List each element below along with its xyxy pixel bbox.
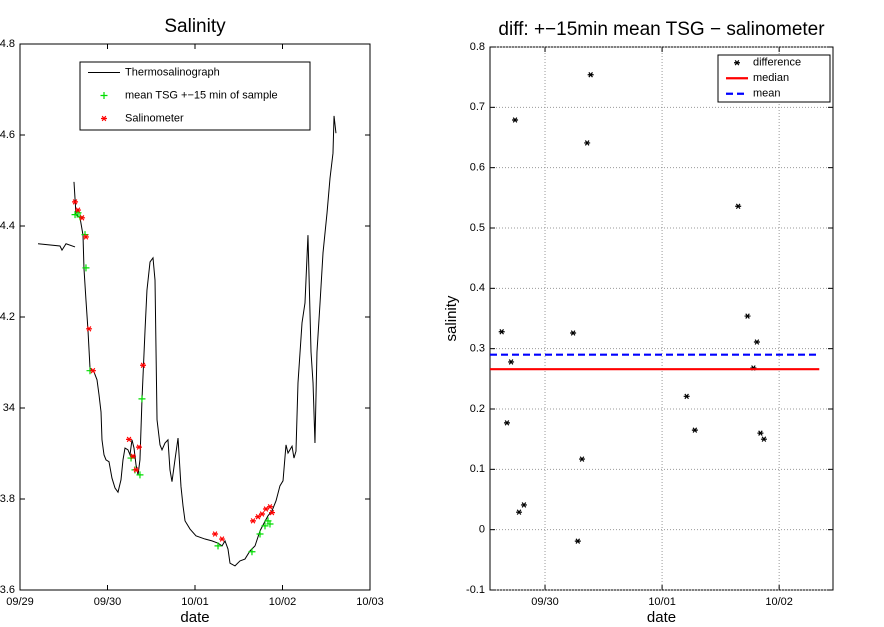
x-tick-label: 10/02 xyxy=(765,596,793,608)
data-point xyxy=(219,536,226,542)
data-point xyxy=(212,531,219,537)
data-point xyxy=(498,329,505,335)
subplot: diff: +−15min mean TSG − salinometer date… xyxy=(443,19,834,626)
data-point xyxy=(72,199,79,205)
data-point xyxy=(508,359,515,365)
data-point xyxy=(79,215,86,221)
y-tick-label: 34.8 xyxy=(0,38,15,50)
data-point xyxy=(735,203,742,210)
data-line xyxy=(37,115,337,567)
x-tick-label: 10/02 xyxy=(269,596,297,608)
legend-label: Thermosalinograph xyxy=(125,66,220,78)
legend-label: Salinometer xyxy=(125,112,184,124)
data-point xyxy=(136,444,142,450)
x-tick-label: 09/29 xyxy=(6,596,34,608)
data-point xyxy=(757,430,764,436)
legend-swatch xyxy=(100,92,108,99)
y-tick-label: 34 xyxy=(3,402,15,414)
data-point xyxy=(512,117,519,123)
y-tick-label: 0.3 xyxy=(470,343,485,355)
legend-label: difference xyxy=(753,57,801,69)
data-point xyxy=(587,71,594,78)
legend-box xyxy=(79,61,311,131)
y-tick-label: 0.8 xyxy=(470,41,485,53)
data-point xyxy=(256,530,264,538)
data-point xyxy=(86,326,93,332)
y-tick-label: 33.8 xyxy=(0,493,15,505)
data-point xyxy=(259,511,266,517)
chart-title: diff: +−15min mean TSG − salinometer xyxy=(498,19,825,40)
data-point xyxy=(584,140,591,146)
plot-area xyxy=(19,43,371,591)
data-point xyxy=(129,453,136,459)
subplot: Salinity date 09/29 09/30 10/01 10/02 10/03 33.… xyxy=(0,16,384,626)
data-point xyxy=(126,436,133,443)
data-point xyxy=(82,234,89,240)
data-point xyxy=(75,207,82,213)
data-point xyxy=(503,420,510,426)
data-point xyxy=(262,506,269,512)
y-tick-label: -0.1 xyxy=(466,584,485,596)
legend-swatch xyxy=(101,115,107,122)
y-tick-label: 0 xyxy=(479,524,485,536)
data-point xyxy=(248,548,256,556)
data-point xyxy=(520,502,527,508)
data-point xyxy=(255,513,261,520)
data-point xyxy=(214,542,222,550)
data-point xyxy=(691,427,698,433)
y-tick-label: 34.2 xyxy=(0,311,15,323)
data-point xyxy=(138,395,146,403)
y-tick-label: 0.6 xyxy=(470,162,485,174)
data-point xyxy=(753,339,760,345)
data-point xyxy=(89,367,96,374)
data-point xyxy=(136,471,144,479)
data-point xyxy=(133,467,140,473)
chart-title: Salinity xyxy=(164,16,226,37)
data-point xyxy=(140,362,147,368)
legend-label: median xyxy=(753,72,789,84)
data-point xyxy=(579,456,586,462)
data-point xyxy=(266,503,273,510)
x-axis-label: date xyxy=(180,609,209,626)
y-tick-label: 0.7 xyxy=(470,101,485,113)
y-tick-label: 0.2 xyxy=(470,403,485,415)
legend-label: mean TSG +−15 min of sample xyxy=(125,89,278,101)
data-point xyxy=(269,509,275,516)
y-axis-label: salinity xyxy=(443,295,460,341)
x-tick-label: 10/03 xyxy=(356,596,384,608)
x-tick-label: 10/01 xyxy=(181,596,209,608)
data-point xyxy=(570,330,577,336)
x-axis-label: date xyxy=(647,609,676,626)
y-tick-label: 0.5 xyxy=(470,222,485,234)
y-tick-label: 0.1 xyxy=(470,463,485,475)
data-point xyxy=(683,393,690,400)
y-tick-label: 34.6 xyxy=(0,129,15,141)
legend-swatch xyxy=(734,59,740,66)
data-point xyxy=(261,522,269,530)
x-tick-label: 10/01 xyxy=(648,596,676,608)
y-tick-label: 0.4 xyxy=(470,282,485,294)
data-point xyxy=(516,509,523,515)
data-point xyxy=(82,264,90,272)
data-point xyxy=(744,313,751,319)
y-tick-label: 34.4 xyxy=(0,220,15,232)
x-tick-label: 09/30 xyxy=(531,596,559,608)
data-point xyxy=(574,538,581,544)
data-point xyxy=(760,436,767,442)
legend-label: mean xyxy=(753,88,781,100)
y-tick-label: 33.6 xyxy=(0,584,15,596)
data-point xyxy=(250,518,257,524)
x-tick-label: 09/30 xyxy=(94,596,122,608)
data-point xyxy=(266,520,274,528)
plot-area xyxy=(489,46,834,591)
